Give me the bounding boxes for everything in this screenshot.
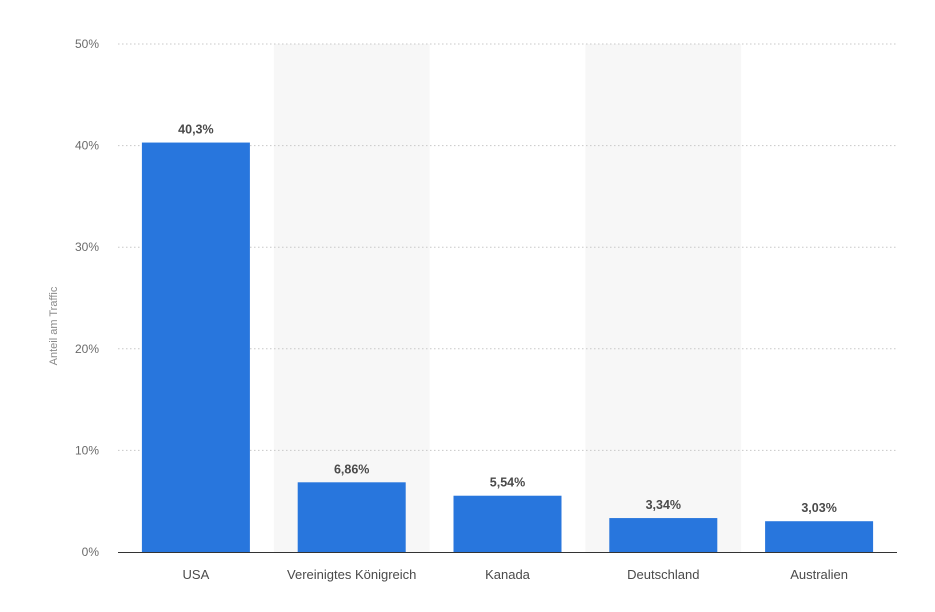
y-tick-label: 40%	[75, 139, 99, 153]
x-tick-label: Australien	[790, 567, 848, 582]
x-tick-label: Kanada	[485, 567, 531, 582]
value-labels: 40,3% 6,86% 5,54% 3,34% 3,03%	[178, 123, 837, 516]
y-tick-label: 50%	[75, 37, 99, 51]
y-tick-label: 10%	[75, 443, 99, 457]
bar-value-label: 3,34%	[646, 498, 681, 512]
y-tick-label: 30%	[75, 240, 99, 254]
y-axis-ticks: 0% 10% 20% 30% 40% 50%	[75, 37, 99, 559]
x-tick-label: Deutschland	[627, 567, 699, 582]
y-tick-label: 20%	[75, 342, 99, 356]
bar-value-label: 6,86%	[334, 462, 369, 476]
bar[interactable]	[609, 518, 718, 552]
x-tick-label: Vereinigtes Königreich	[287, 567, 416, 582]
y-tick-label: 0%	[82, 545, 100, 559]
y-axis-title: Anteil am Traffic	[48, 286, 60, 365]
bar-value-label: 5,54%	[490, 476, 525, 490]
alternating-bands	[273, 44, 742, 552]
bars	[141, 142, 874, 552]
x-tick-label: USA	[183, 567, 210, 582]
bar[interactable]	[453, 495, 562, 552]
category-band	[585, 44, 742, 552]
gridlines	[118, 43, 897, 451]
category-band	[273, 44, 430, 552]
x-axis-labels: USA Vereinigtes Königreich Kanada Deutschla…	[183, 567, 848, 582]
bar-value-label: 40,3%	[178, 123, 213, 137]
bar[interactable]	[297, 482, 406, 552]
bar[interactable]	[141, 142, 250, 552]
bar-value-label: 3,03%	[801, 501, 836, 515]
bar[interactable]	[765, 521, 874, 552]
